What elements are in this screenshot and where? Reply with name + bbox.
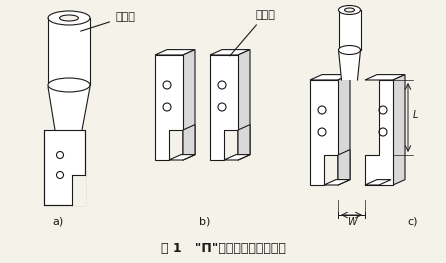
Polygon shape [324,180,350,185]
Polygon shape [393,75,405,185]
Polygon shape [365,80,393,185]
Polygon shape [238,50,250,160]
Polygon shape [155,50,195,55]
Polygon shape [210,50,250,55]
Polygon shape [238,125,250,160]
Polygon shape [183,125,195,160]
Text: 紫铜板: 紫铜板 [230,10,275,56]
Polygon shape [210,55,238,160]
Text: 图 1   "Π"形烙铁头制作示意图: 图 1 "Π"形烙铁头制作示意图 [161,241,285,255]
Ellipse shape [48,11,90,25]
Polygon shape [169,155,195,160]
Polygon shape [310,75,350,80]
Text: L: L [413,109,418,119]
Ellipse shape [48,78,90,92]
Text: c): c) [408,217,418,227]
Polygon shape [338,150,350,185]
Polygon shape [365,75,405,80]
Polygon shape [224,155,250,160]
Ellipse shape [339,45,360,54]
Polygon shape [339,50,360,80]
Ellipse shape [60,15,78,21]
Text: b): b) [199,217,211,227]
Text: 紫螺管: 紫螺管 [81,12,135,31]
Ellipse shape [339,6,360,14]
Polygon shape [48,87,90,130]
Polygon shape [155,55,183,160]
Polygon shape [44,130,85,205]
Polygon shape [48,18,90,85]
Polygon shape [338,75,350,185]
Text: a): a) [52,217,64,227]
Polygon shape [310,80,338,185]
Polygon shape [365,180,391,185]
Ellipse shape [345,8,355,12]
Polygon shape [183,50,195,160]
Polygon shape [339,10,360,50]
Polygon shape [72,175,86,206]
Text: W: W [347,217,356,227]
